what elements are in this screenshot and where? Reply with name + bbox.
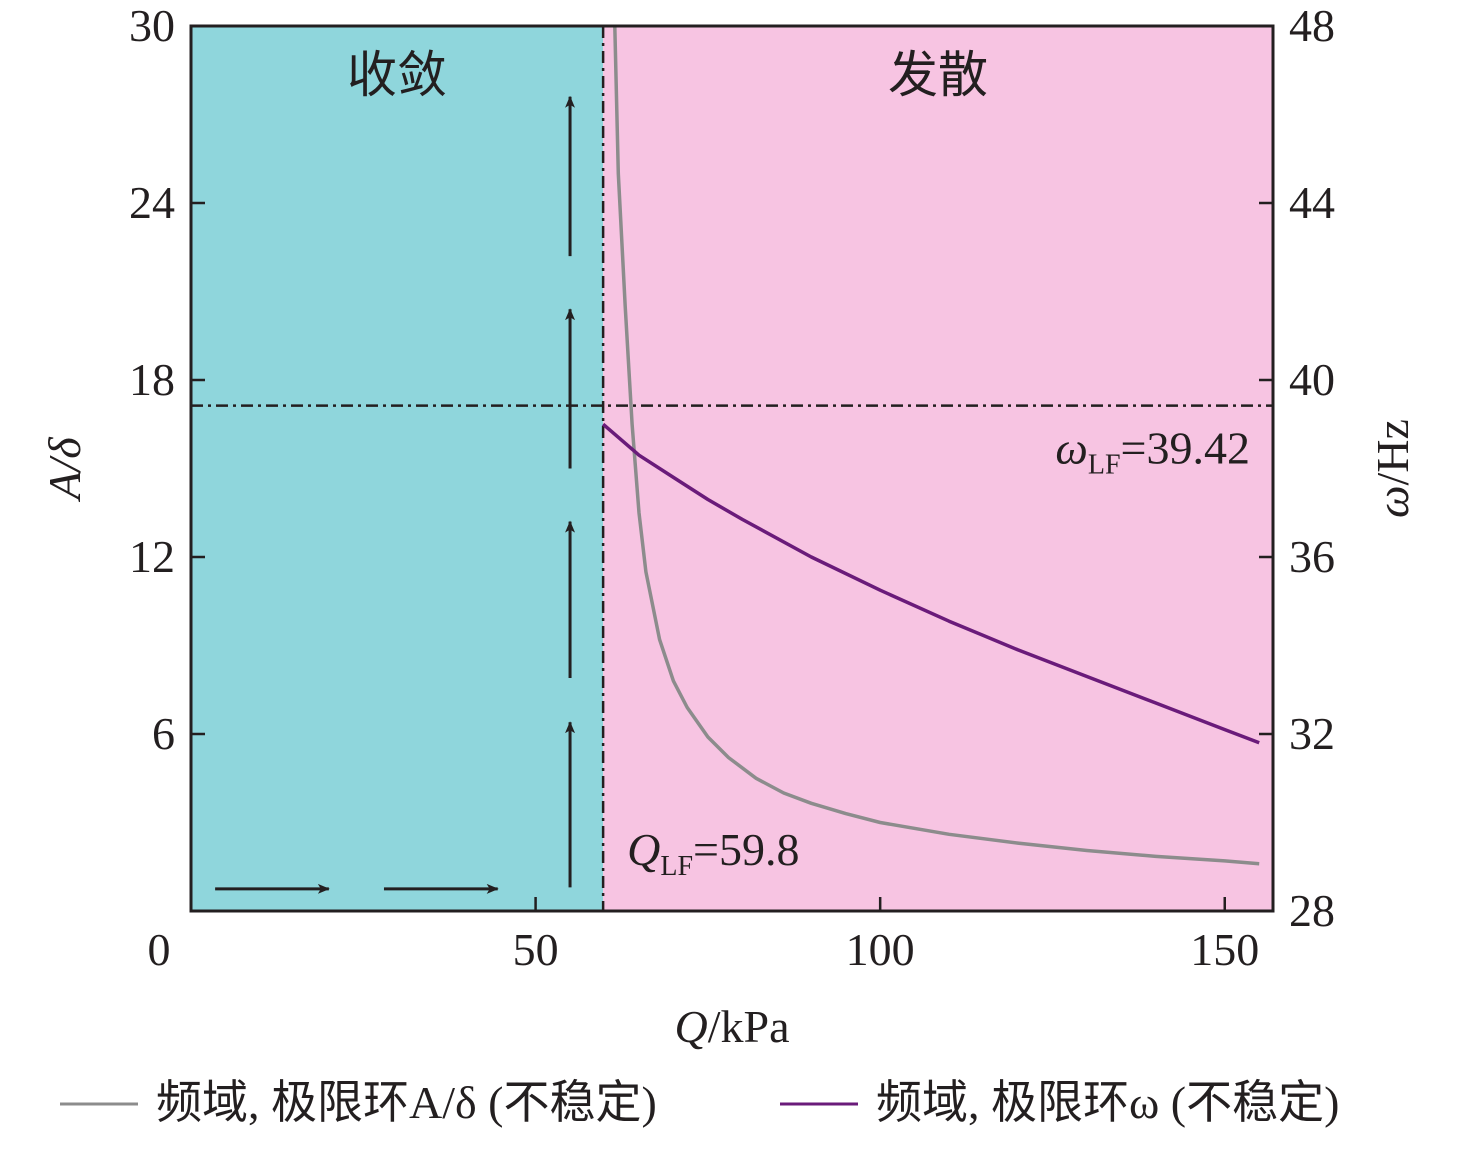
y-left-tick-label-24: 24 xyxy=(129,177,175,228)
axes xyxy=(189,24,1275,913)
omega-lf-annotation: ωLF=39.42 xyxy=(1055,423,1250,481)
region-label-convergent: 收敛 xyxy=(347,47,447,103)
region-label-divergent: 发散 xyxy=(888,47,988,103)
y-left-tick-label-18: 18 xyxy=(129,354,175,405)
plot-frame xyxy=(189,24,1275,913)
regions-layer xyxy=(191,26,1273,911)
series-amplitude-line xyxy=(613,25,1260,866)
q-lf-annotation: QLF=59.8 xyxy=(627,824,799,882)
y-right-axis-title: ω/Hz xyxy=(1367,419,1418,518)
x-tick-label-0: 0 xyxy=(148,924,171,975)
y-left-tick-label-30: 30 xyxy=(129,0,175,51)
x-tick-label-50: 50 xyxy=(513,924,559,975)
y-right-tick-label-36: 36 xyxy=(1289,531,1335,582)
legend-label-2: 频域, 极限环ω (不稳定) xyxy=(876,1077,1339,1128)
y-right-tick-label-48: 48 xyxy=(1289,0,1335,51)
y-right-tick-label-44: 44 xyxy=(1289,177,1335,228)
y-right-tick-label-40: 40 xyxy=(1289,354,1335,405)
series-layer xyxy=(601,25,1260,866)
text-layer: 收敛 发散 0 50 100 150 6 12 18 24 30 28 32 36 40 44 48 Q/kPa A… xyxy=(39,0,1418,1128)
x-tick-label-100: 100 xyxy=(846,924,915,975)
y-left-tick-label-12: 12 xyxy=(129,531,175,582)
legend-label-1: 频域, 极限环A/δ (不稳定) xyxy=(156,1077,657,1128)
x-axis-title: Q/kPa xyxy=(674,1001,789,1052)
region-convergent xyxy=(191,26,604,911)
y-left-tick-label-6: 6 xyxy=(152,708,175,759)
region-divergent xyxy=(603,26,1273,911)
y-right-tick-label-28: 28 xyxy=(1289,885,1335,936)
x-tick-label-150: 150 xyxy=(1190,924,1259,975)
y-right-tick-label-32: 32 xyxy=(1289,708,1335,759)
reference-lines xyxy=(191,26,1273,911)
y-left-axis-title: A/δ xyxy=(39,437,90,503)
series-frequency-line xyxy=(601,422,1260,745)
arrow-layer xyxy=(215,95,576,894)
